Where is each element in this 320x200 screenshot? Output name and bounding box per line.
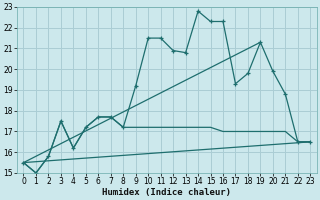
- X-axis label: Humidex (Indice chaleur): Humidex (Indice chaleur): [102, 188, 231, 197]
